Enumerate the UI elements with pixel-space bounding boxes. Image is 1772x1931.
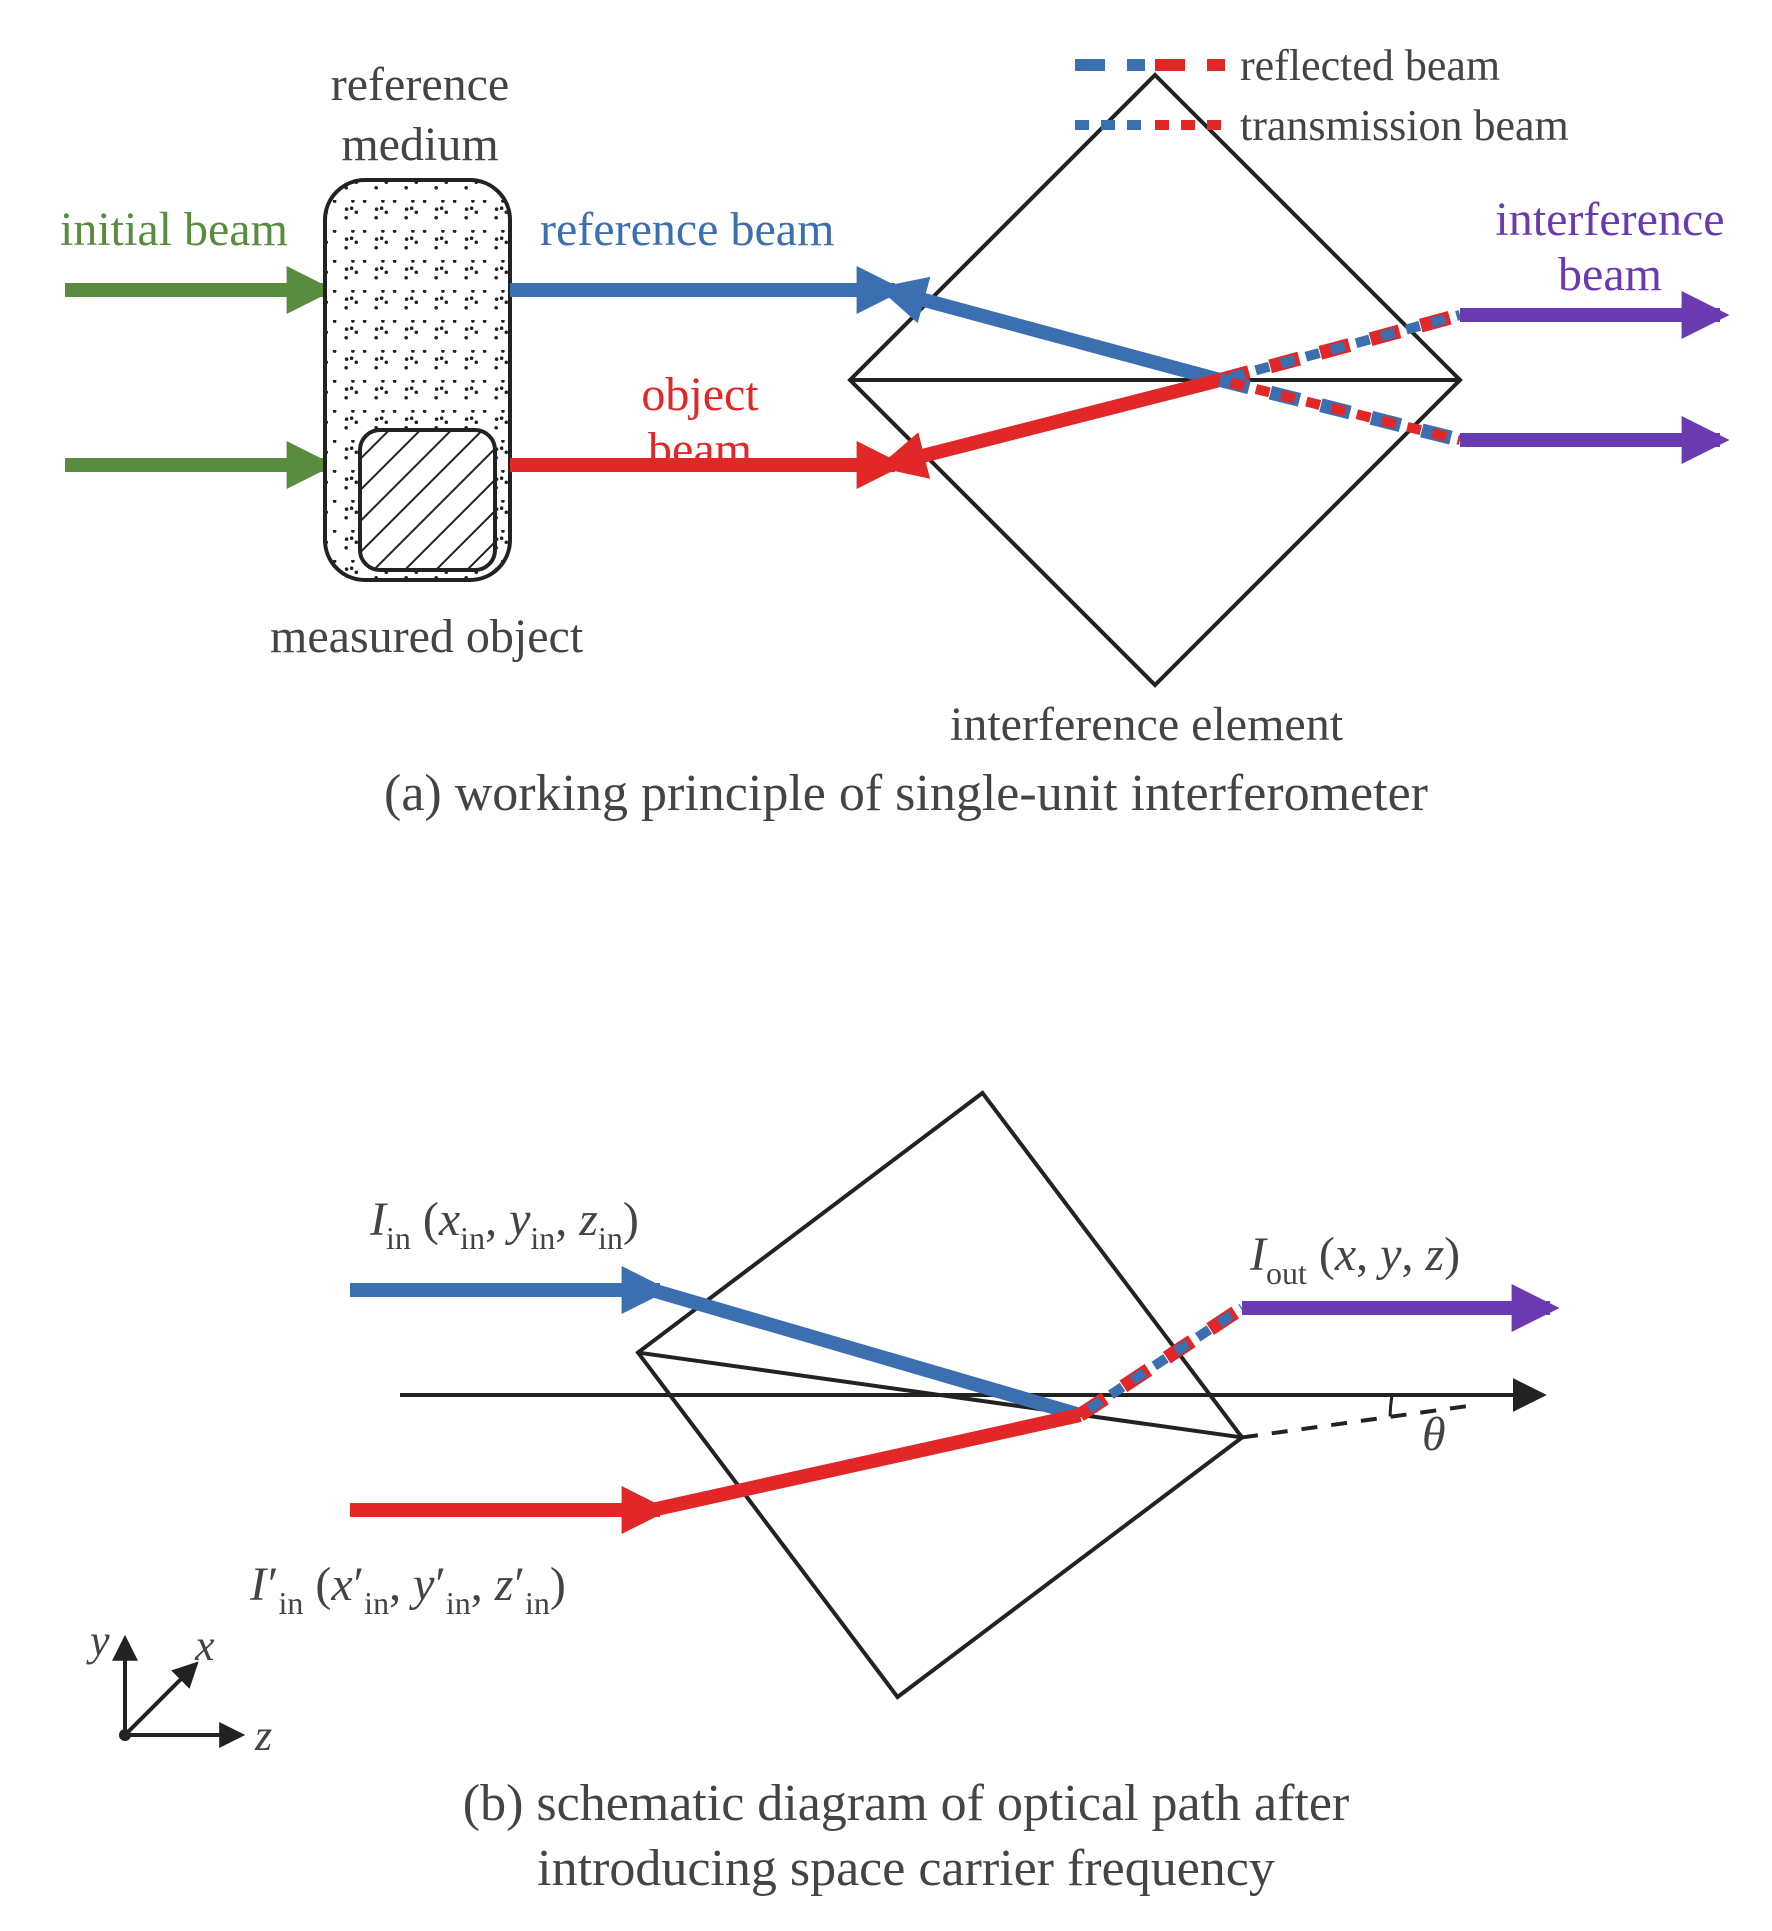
- caption-b-1: (b) schematic diagram of optical path af…: [463, 1775, 1350, 1832]
- panel-a: initial beam reference medium reference bea…: [60, 41, 1725, 822]
- label-measured-object: measured object: [270, 610, 584, 663]
- label-interference-beam: interference: [1495, 193, 1724, 246]
- label-I-out: Iout (x, y, z): [1249, 1228, 1460, 1291]
- reference-beam-2: [887, 290, 1220, 380]
- caption-a: (a) working principle of single-unit int…: [384, 765, 1428, 822]
- legend-reflected: reflected beam: [1240, 41, 1500, 90]
- label-interference-element: interference element: [950, 698, 1344, 751]
- legend-transmission: transmission beam: [1240, 101, 1569, 150]
- label-object-beam: object: [641, 368, 759, 421]
- label-axis-z: z: [254, 1711, 272, 1760]
- panel-b: θ Iin (xin, yin, zin) Iout (x, y, z) I′in (…: [86, 1093, 1550, 1897]
- beam-red-diag: [652, 1415, 1080, 1510]
- label-theta: θ: [1422, 1408, 1446, 1461]
- svg-text:beam: beam: [1558, 248, 1662, 301]
- label-I-in-prime: I′in (x′in, y′in, z′in): [249, 1558, 566, 1621]
- measured-object: [360, 430, 495, 570]
- svg-text:beam: beam: [648, 423, 752, 476]
- axis-x: [125, 1665, 195, 1735]
- label-I-in: Iin (xin, yin, zin): [369, 1193, 639, 1256]
- legend: reflected beam transmission beam: [1075, 41, 1569, 150]
- label-reference-medium: reference: [331, 58, 509, 111]
- caption-b-2: introducing space carrier frequency: [537, 1840, 1275, 1897]
- theta-arc: [1390, 1395, 1392, 1416]
- svg-text:medium: medium: [341, 118, 498, 171]
- object-beam-2: [887, 380, 1220, 465]
- label-axis-y: y: [86, 1616, 110, 1665]
- label-axis-x: x: [194, 1621, 215, 1670]
- label-reference-beam: reference beam: [540, 203, 834, 256]
- label-initial-beam: initial beam: [60, 203, 288, 256]
